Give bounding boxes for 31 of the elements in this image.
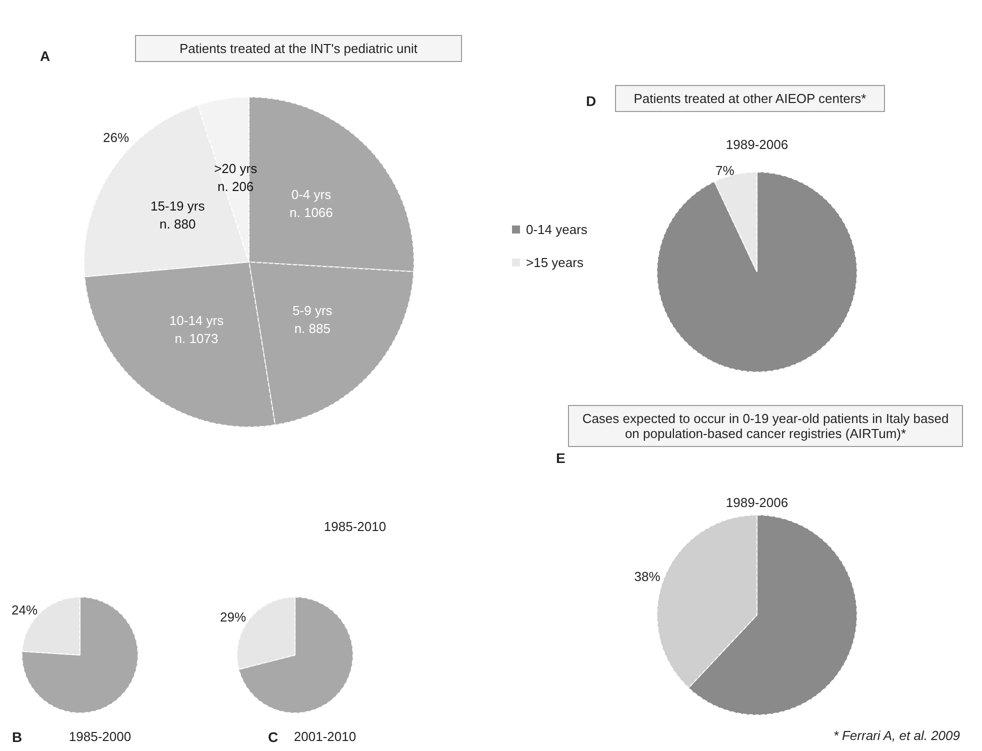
data-label: n. 1073 — [174, 330, 218, 346]
slice-label: 0-4 yrs — [291, 186, 332, 202]
chart-subtitle: 1989-2006 — [726, 495, 788, 510]
data-label: n. 880 — [160, 216, 196, 232]
text: * Ferrari A, et al. 2009 — [833, 728, 960, 743]
slice-label: 10-14 yrs — [169, 312, 224, 328]
legend-label: 0-14 years — [526, 222, 588, 237]
slice-label: 15-19 yrs — [150, 198, 206, 214]
slice-label: >20 yrs — [214, 161, 258, 176]
slice-label: 5-9 yrs — [292, 302, 333, 318]
text: D — [586, 93, 596, 109]
data-label: 24% — [12, 602, 38, 618]
data-label: n. 1066 — [290, 204, 333, 220]
text: E — [556, 450, 566, 466]
text: 2001-2010 — [294, 729, 356, 744]
text: 26% — [103, 130, 130, 145]
data-label: n. 885 — [294, 320, 330, 336]
data-label: 38% — [634, 569, 661, 584]
data-label: n. 206 — [218, 179, 254, 194]
data-label: 29% — [220, 610, 246, 624]
text: C — [268, 729, 278, 745]
text: B — [12, 729, 22, 745]
chart-title: Patients treated at the INT's pediatric unit — [135, 35, 462, 62]
chart-title: Cases expected to occur in 0-19 year-old patients in Italy based on population-based cancer registries (AIRTum)* — [568, 405, 963, 447]
text: 1985-2000 — [68, 729, 132, 744]
legend-label: >15 years — [526, 255, 584, 270]
data-label: 7% — [716, 163, 735, 178]
chart-subtitle: 1989-2006 — [726, 137, 788, 152]
text: A — [40, 48, 50, 64]
chart-title: Patients treated at other AIEOP centers* — [615, 85, 885, 112]
text: 1985-2010 — [324, 519, 386, 534]
